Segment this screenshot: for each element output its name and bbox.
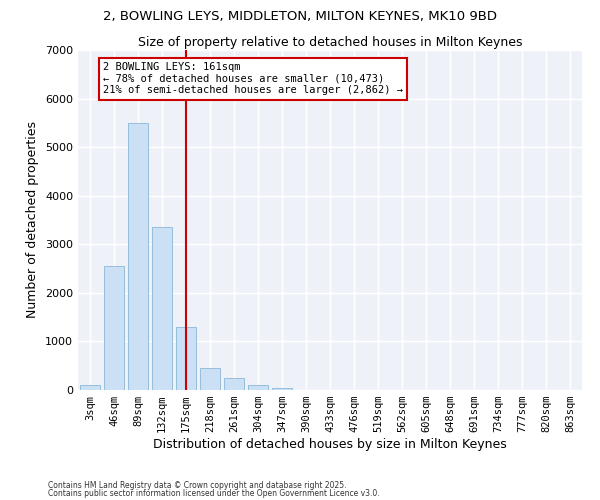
Title: Size of property relative to detached houses in Milton Keynes: Size of property relative to detached ho… [138, 36, 522, 49]
Bar [152, 228, 172, 390]
Text: 2, BOWLING LEYS, MIDDLETON, MILTON KEYNES, MK10 9BD: 2, BOWLING LEYS, MIDDLETON, MILTON KEYNE… [103, 10, 497, 23]
Bar [128, 123, 148, 390]
Y-axis label: Number of detached properties: Number of detached properties [26, 122, 40, 318]
Bar [248, 385, 268, 390]
Text: 2 BOWLING LEYS: 161sqm
← 78% of detached houses are smaller (10,473)
21% of semi: 2 BOWLING LEYS: 161sqm ← 78% of detached… [103, 62, 403, 96]
Bar [200, 368, 220, 390]
Text: Contains HM Land Registry data © Crown copyright and database right 2025.: Contains HM Land Registry data © Crown c… [48, 481, 347, 490]
X-axis label: Distribution of detached houses by size in Milton Keynes: Distribution of detached houses by size … [153, 438, 507, 451]
Text: Contains public sector information licensed under the Open Government Licence v3: Contains public sector information licen… [48, 488, 380, 498]
Bar [224, 378, 244, 390]
Bar [80, 385, 100, 390]
Bar [176, 327, 196, 390]
Bar [272, 388, 292, 390]
Bar [104, 266, 124, 390]
